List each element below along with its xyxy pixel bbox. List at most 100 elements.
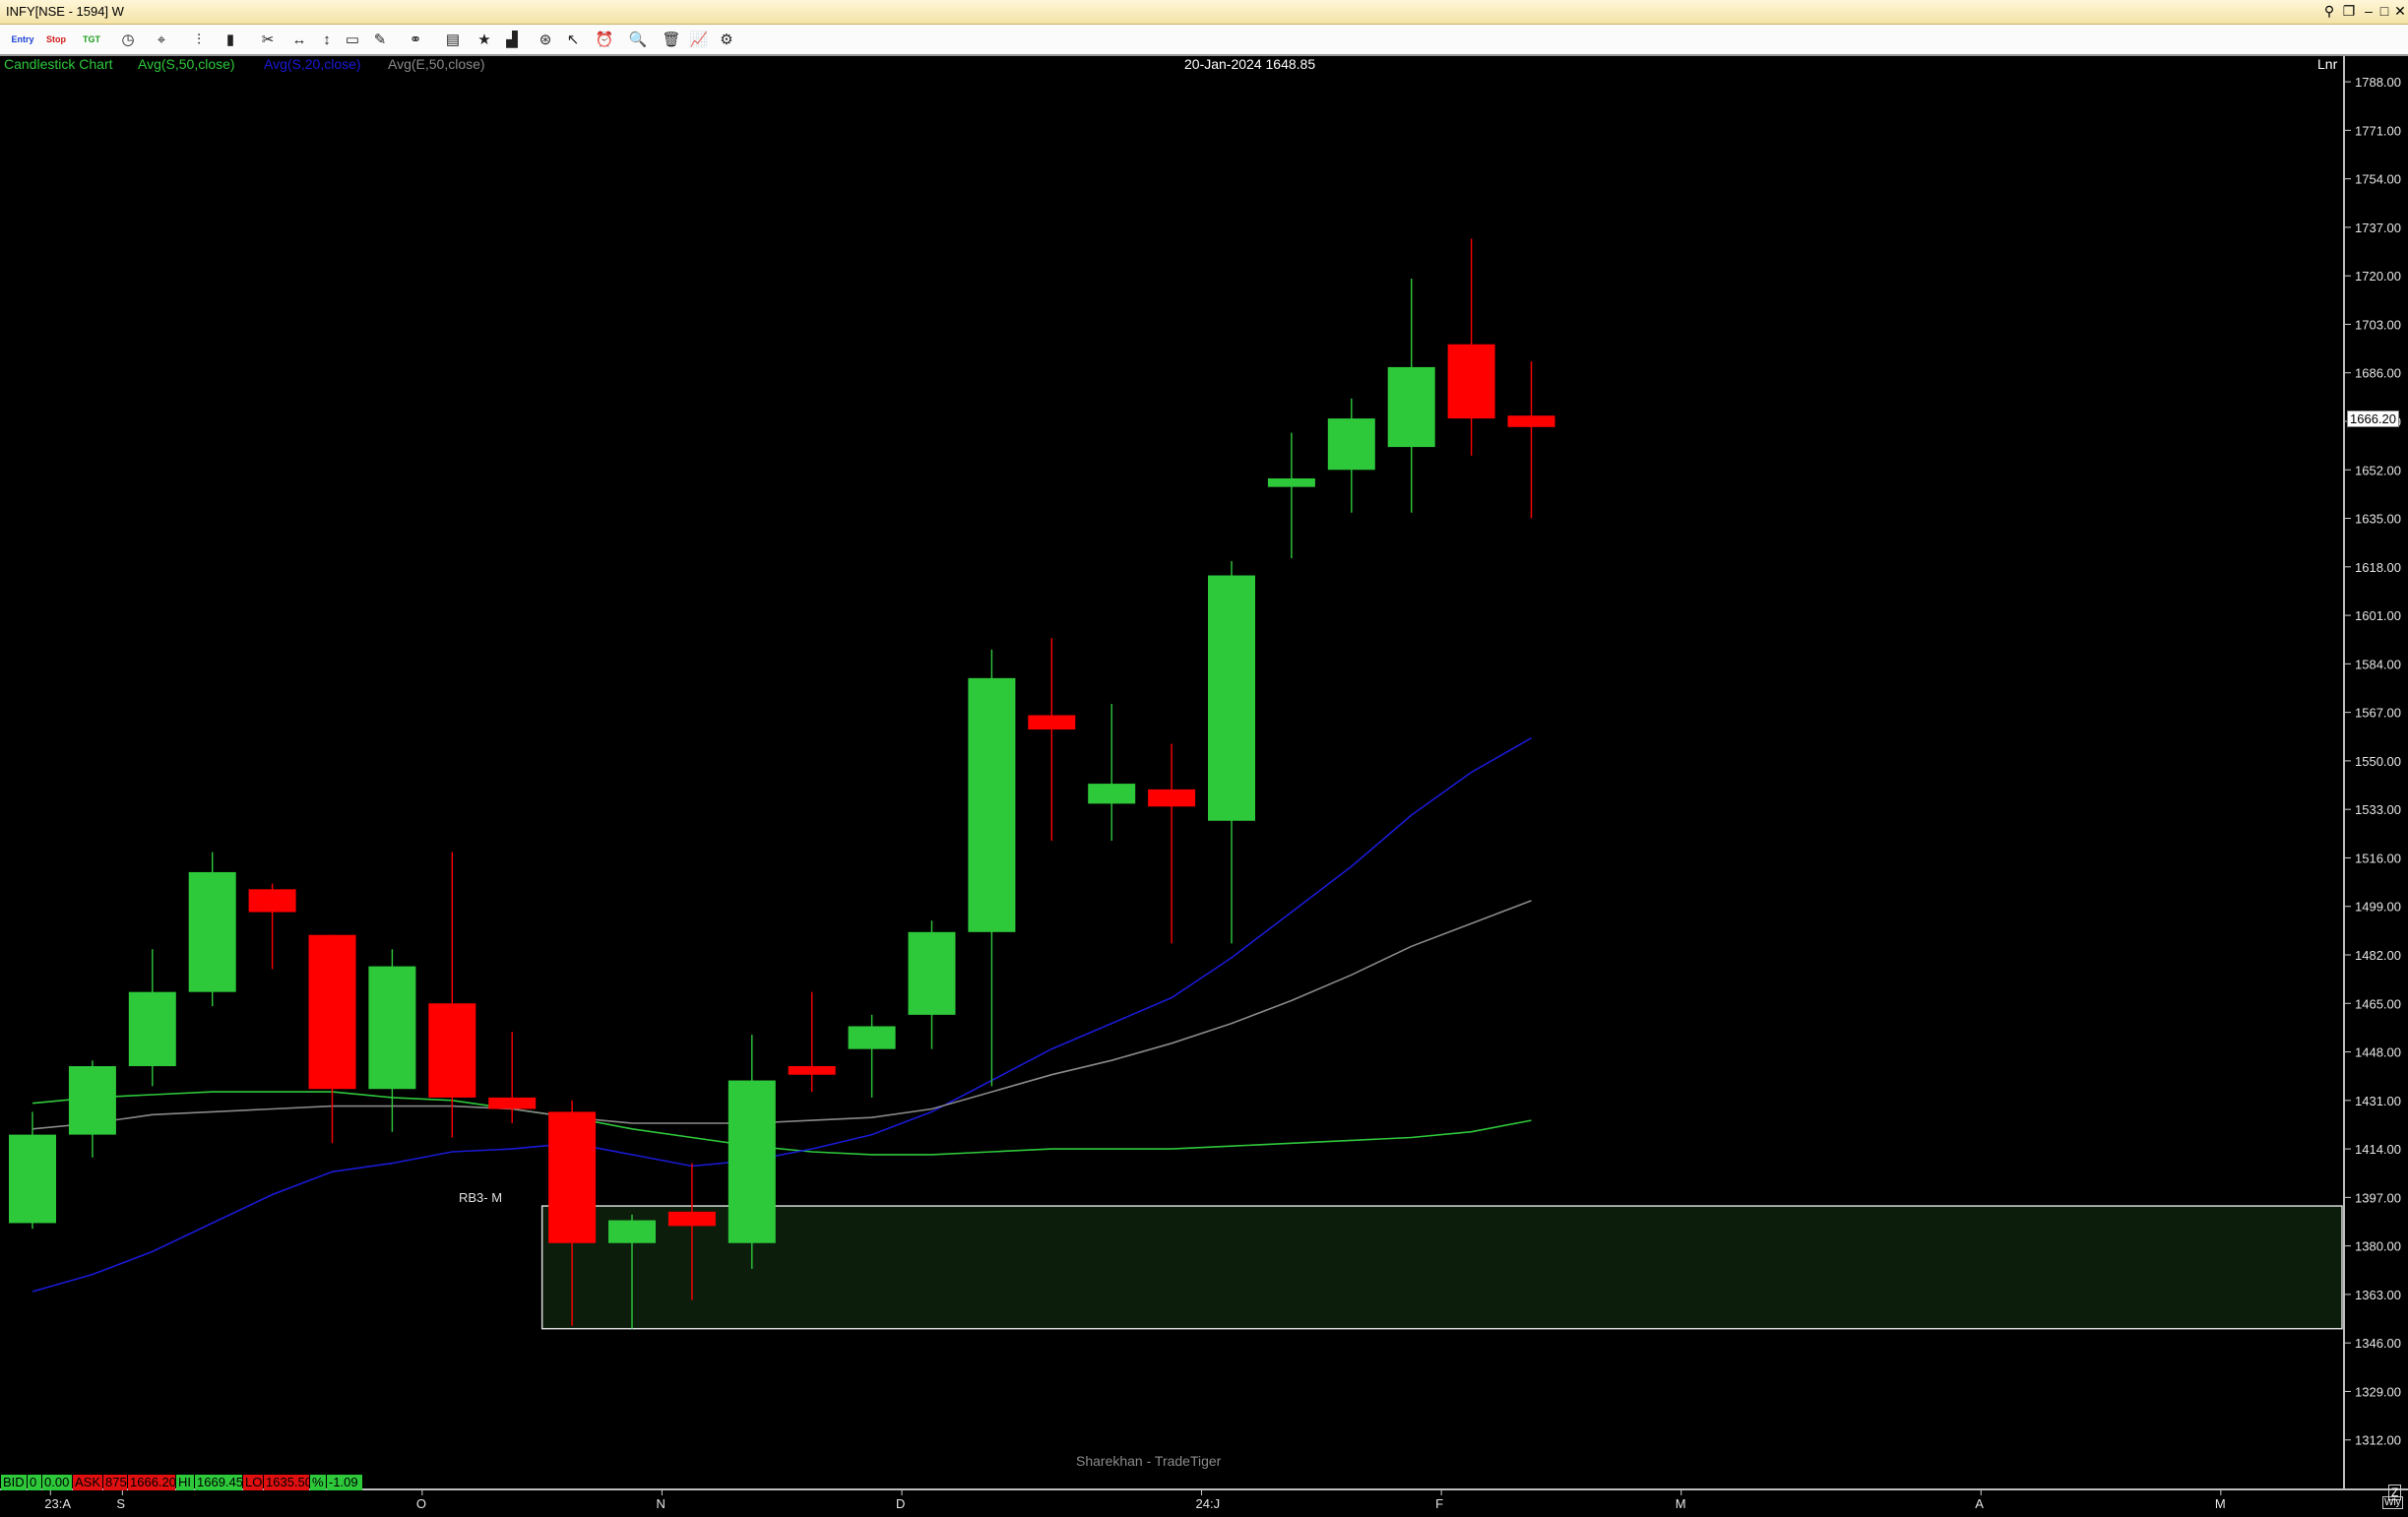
y-tick-label: 1312.00 <box>2355 1433 2401 1448</box>
star-icon[interactable]: ★ <box>471 29 498 52</box>
alert-icon[interactable]: ⏰ <box>591 29 618 52</box>
y-tick-label: 1584.00 <box>2355 657 2401 671</box>
interval-corner-label[interactable]: Wly <box>2382 1496 2403 1509</box>
y-tick-label: 1329.00 <box>2355 1384 2401 1399</box>
candle-body <box>909 932 956 1015</box>
chart-plot-area[interactable]: Candlestick Chart Avg(S,50,close) Avg(S,… <box>0 56 2343 1488</box>
y-tick-label: 1720.00 <box>2355 269 2401 284</box>
y-tick-label: 1448.00 <box>2355 1045 2401 1060</box>
candle-body <box>608 1221 656 1243</box>
line-chart-icon[interactable]: 📈 <box>685 29 713 52</box>
y-tick-label: 1533.00 <box>2355 802 2401 817</box>
y-tick-label: 1516.00 <box>2355 851 2401 865</box>
zoom-icon[interactable]: 🔍 <box>624 29 652 52</box>
candle-body <box>428 1003 475 1098</box>
watermark: Sharekhan - TradeTiger <box>1076 1453 1221 1469</box>
x-tick-label: M <box>1676 1496 1686 1511</box>
restore-icon[interactable]: ❐ <box>2341 3 2357 20</box>
x-tick-label: N <box>656 1496 665 1511</box>
y-tick-label: 1567.00 <box>2355 706 2401 721</box>
rectangle-icon[interactable]: ▭ <box>339 29 366 52</box>
candle-body <box>1148 790 1195 806</box>
target-button[interactable]: TGT <box>79 29 104 50</box>
x-tick-label: D <box>896 1496 905 1511</box>
candle-body <box>9 1135 56 1224</box>
quote-bid-label: BID <box>1 1475 27 1490</box>
y-tick-label: 1346.00 <box>2355 1336 2401 1351</box>
crosshair-icon[interactable]: ⌖ <box>148 29 175 52</box>
delete-icon[interactable]: 🗑 <box>658 29 685 52</box>
candle-body <box>668 1212 716 1226</box>
quote-low-value: 1635.50 <box>264 1475 309 1490</box>
time-axis[interactable]: 23:A S O N D 24:J F M A M Z Wly <box>0 1488 2408 1514</box>
settings-icon[interactable]: ⚙ <box>713 29 740 52</box>
y-tick-label: 1635.00 <box>2355 512 2401 527</box>
quote-low-label: LO <box>243 1475 263 1490</box>
quote-ask-label: ASK <box>73 1475 102 1490</box>
candle-body <box>968 678 1015 932</box>
candle-body <box>849 1026 896 1048</box>
scale-mode[interactable]: Lnr <box>2317 56 2337 72</box>
candlestick-chart <box>0 56 2343 1488</box>
candlestick-icon[interactable]: ▮ <box>217 29 244 52</box>
horizontal-line-icon[interactable]: ↔ <box>285 29 313 52</box>
time-axis-ticks: 23:A S O N D 24:J F M A M <box>0 1490 2343 1512</box>
maximize-icon[interactable]: □ <box>2376 3 2392 19</box>
candle-body <box>789 1066 836 1075</box>
y-tick-label: 1788.00 <box>2355 75 2401 90</box>
ma-line-avg-e-50-close- <box>32 901 1532 1129</box>
zone-label: RB3- M <box>459 1190 502 1205</box>
candle-body <box>548 1111 596 1242</box>
y-tick-label: 1771.00 <box>2355 123 2401 138</box>
pen-icon[interactable]: ✎ <box>366 29 394 52</box>
template-icon[interactable]: ▤ <box>439 29 467 52</box>
indicator-icon[interactable]: ▟ <box>498 29 526 52</box>
y-tick-label: 1618.00 <box>2355 560 2401 575</box>
y-tick-label: 1397.00 <box>2355 1190 2401 1205</box>
close-icon[interactable]: ✕ <box>2392 3 2408 20</box>
window-title: INFY[NSE - 1594] W <box>6 4 124 19</box>
y-tick-label: 1414.00 <box>2355 1142 2401 1157</box>
legend-chart-type: Candlestick Chart <box>4 56 113 72</box>
chart-toolbar: Entry Stop TGT ◷ ⌖ ⫶ ▮ ✂ ↔ ↕ ▭ ✎ ⚭ ▤ ★ ▟… <box>0 25 2408 56</box>
candle-body <box>309 935 356 1090</box>
candle-body <box>368 967 415 1090</box>
last-price-label: 1666.20 <box>2347 411 2399 427</box>
link-icon[interactable]: ⚭ <box>402 29 429 52</box>
y-tick-label: 1703.00 <box>2355 317 2401 332</box>
chart-type-icon[interactable]: ⫶ <box>185 29 213 52</box>
y-tick-label: 1465.00 <box>2355 996 2401 1011</box>
quote-change-value: -1.09 <box>327 1475 362 1490</box>
y-tick-label: 1550.00 <box>2355 754 2401 769</box>
y-tick-label: 1482.00 <box>2355 948 2401 963</box>
y-tick-label: 1737.00 <box>2355 221 2401 235</box>
candle-body <box>129 992 176 1066</box>
scissors-icon[interactable]: ✂ <box>254 29 282 52</box>
y-tick-label: 1754.00 <box>2355 172 2401 187</box>
quote-high-label: HI <box>176 1475 194 1490</box>
candle-body <box>69 1066 116 1135</box>
stop-button[interactable]: Stop <box>43 29 69 50</box>
minimize-icon[interactable]: – <box>2361 3 2376 19</box>
y-tick-label: 1686.00 <box>2355 366 2401 381</box>
y-tick-label: 1431.00 <box>2355 1094 2401 1108</box>
clock-icon[interactable]: ◷ <box>114 29 142 52</box>
candle-body <box>1208 576 1255 821</box>
y-tick-label: 1499.00 <box>2355 900 2401 915</box>
entry-button[interactable]: Entry <box>10 29 35 50</box>
candle-body <box>1028 716 1075 729</box>
vertical-line-icon[interactable]: ↕ <box>313 29 341 52</box>
legend-avg-s20: Avg(S,20,close) <box>264 56 361 72</box>
search-icon[interactable]: ⚲ <box>2321 3 2337 20</box>
study-icon[interactable]: ⊛ <box>532 29 559 52</box>
y-tick-label: 1601.00 <box>2355 608 2401 623</box>
quote-ask-price: 1666.20 <box>128 1475 175 1490</box>
x-tick-label: O <box>416 1496 426 1511</box>
quote-bid-price: 0.00 <box>42 1475 72 1490</box>
quote-high-value: 1669.45 <box>195 1475 242 1490</box>
candle-body <box>1448 345 1495 418</box>
cursor-icon[interactable]: ↖ <box>559 29 587 52</box>
supply-demand-zone <box>542 1206 2342 1329</box>
price-axis[interactable]: 1788.00 1771.00 1754.00 1737.00 1720.00 1703.… <box>2343 56 2408 1488</box>
x-tick-label: A <box>1975 1496 1984 1511</box>
